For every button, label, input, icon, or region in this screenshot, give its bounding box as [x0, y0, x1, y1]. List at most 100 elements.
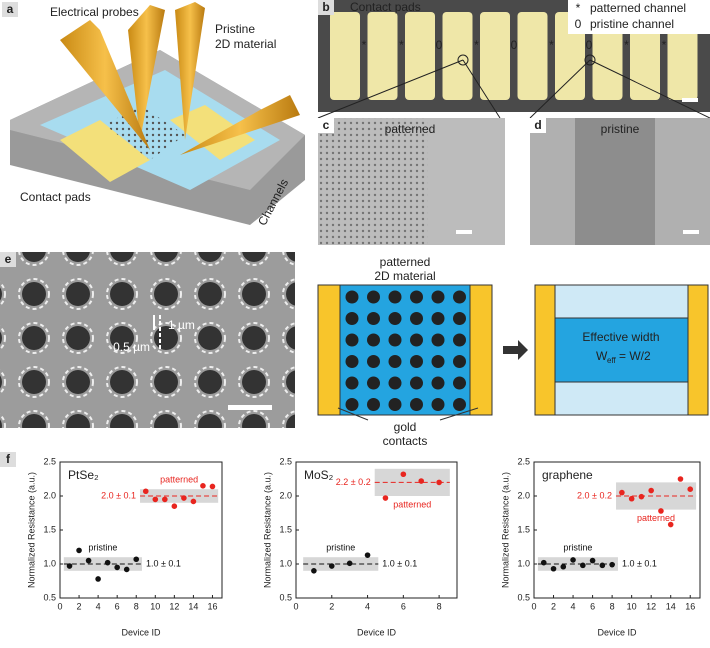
- point: [200, 483, 206, 489]
- y-tick-label: 1.0: [517, 558, 530, 568]
- mean-label: 1.0 ± 0.1: [622, 558, 657, 568]
- hole: [367, 398, 380, 411]
- error-band: [303, 557, 379, 571]
- x-tick-label: 14: [188, 601, 198, 611]
- channel-mark: *: [474, 38, 479, 52]
- hole: [410, 290, 423, 304]
- annotation: Effective width: [582, 330, 659, 344]
- x-tick-label: 16: [685, 601, 695, 611]
- point: [66, 563, 73, 569]
- channel-mark: 0: [511, 38, 518, 52]
- panel-a: a Electrical probes Pristine 2D material…: [2, 2, 305, 228]
- panel-label: e: [5, 252, 12, 266]
- point: [76, 547, 82, 554]
- hole: [388, 333, 402, 347]
- marker: [584, 54, 596, 66]
- hole: [410, 355, 423, 368]
- panel-c: c patterned: [318, 118, 505, 245]
- y-axis-label: Normalized Resistance (a.u.): [26, 472, 36, 588]
- error-band: [140, 489, 219, 503]
- hole: [453, 376, 466, 390]
- y-axis-label: Normalized Resistance (a.u.): [262, 472, 272, 588]
- hole: [367, 290, 380, 304]
- x-tick-label: 8: [610, 601, 615, 611]
- y-tick-label: 2.0: [279, 490, 292, 500]
- x-tick-label: 8: [134, 601, 139, 611]
- point: [382, 495, 389, 501]
- mean-label: 2.2 ± 0.2: [336, 477, 371, 487]
- hole: [431, 312, 445, 325]
- series-label: pristine: [326, 543, 355, 553]
- x-axis-label: Device ID: [121, 627, 161, 637]
- x-tick-label: 2: [77, 601, 82, 611]
- hole: [367, 312, 380, 325]
- channel-mark: *: [362, 38, 367, 52]
- y-tick-label: 1.0: [43, 558, 56, 568]
- point: [436, 479, 442, 486]
- x-axis-label: Device ID: [357, 627, 397, 637]
- hole: [453, 398, 466, 411]
- annotation: patterned: [385, 122, 436, 136]
- annotation: = W/2: [619, 349, 651, 363]
- point: [190, 498, 197, 505]
- point: [667, 521, 674, 528]
- point: [364, 552, 371, 558]
- hole: [345, 290, 359, 304]
- y-tick-label: 1.5: [517, 524, 530, 534]
- x-tick-label: 12: [646, 601, 656, 611]
- point: [114, 564, 120, 571]
- point: [687, 486, 694, 493]
- hole: [345, 376, 359, 390]
- annotation: 0.5 µm: [113, 340, 150, 354]
- x-tick-label: 4: [365, 601, 370, 611]
- point: [570, 557, 576, 563]
- annotation: Contact pads: [20, 190, 91, 204]
- series-label: patterned: [393, 499, 431, 509]
- point: [152, 496, 159, 503]
- annotation: W: [596, 349, 608, 363]
- point: [346, 560, 353, 567]
- legend-text: patterned channel: [590, 1, 686, 15]
- y-tick-label: 2.5: [517, 456, 530, 466]
- x-tick-label: 6: [115, 601, 120, 611]
- contact-pad: [405, 12, 435, 100]
- point: [609, 561, 615, 568]
- panel-label: d: [534, 118, 541, 132]
- x-tick-label: 0: [57, 601, 62, 611]
- x-tick-label: 10: [627, 601, 637, 611]
- point: [123, 566, 130, 573]
- mean-label: 2.0 ± 0.2: [577, 490, 612, 500]
- hole: [453, 333, 466, 347]
- x-tick-label: 2: [329, 601, 334, 611]
- mean-label: 2.0 ± 0.1: [101, 490, 136, 500]
- x-tick-label: 6: [590, 601, 595, 611]
- legend-symbol: *: [576, 1, 581, 15]
- point: [133, 556, 140, 563]
- point: [142, 488, 149, 495]
- point: [418, 478, 425, 484]
- point: [648, 487, 654, 494]
- hole: [453, 312, 466, 325]
- x-tick-label: 6: [401, 601, 406, 611]
- panel-d: d pristine: [530, 118, 710, 245]
- annotation: contacts: [383, 434, 428, 448]
- channel-mark: 0: [436, 38, 443, 52]
- hole: [410, 312, 423, 325]
- hole: [410, 333, 423, 347]
- x-tick-label: 4: [571, 601, 576, 611]
- channel-mark: 0: [586, 38, 593, 52]
- annotation: eff: [607, 356, 617, 365]
- annotation: gold: [394, 420, 417, 434]
- x-tick-label: 10: [150, 601, 160, 611]
- y-axis-label: Normalized Resistance (a.u.): [500, 472, 510, 588]
- panel-label: b: [322, 0, 329, 14]
- annotation: 2D material: [215, 37, 276, 51]
- channel-mark: *: [549, 38, 554, 52]
- point: [619, 489, 625, 496]
- panel-label: f: [6, 452, 11, 466]
- annotation: Electrical probes: [50, 5, 139, 19]
- point: [658, 508, 664, 514]
- channel-mark: *: [662, 38, 667, 52]
